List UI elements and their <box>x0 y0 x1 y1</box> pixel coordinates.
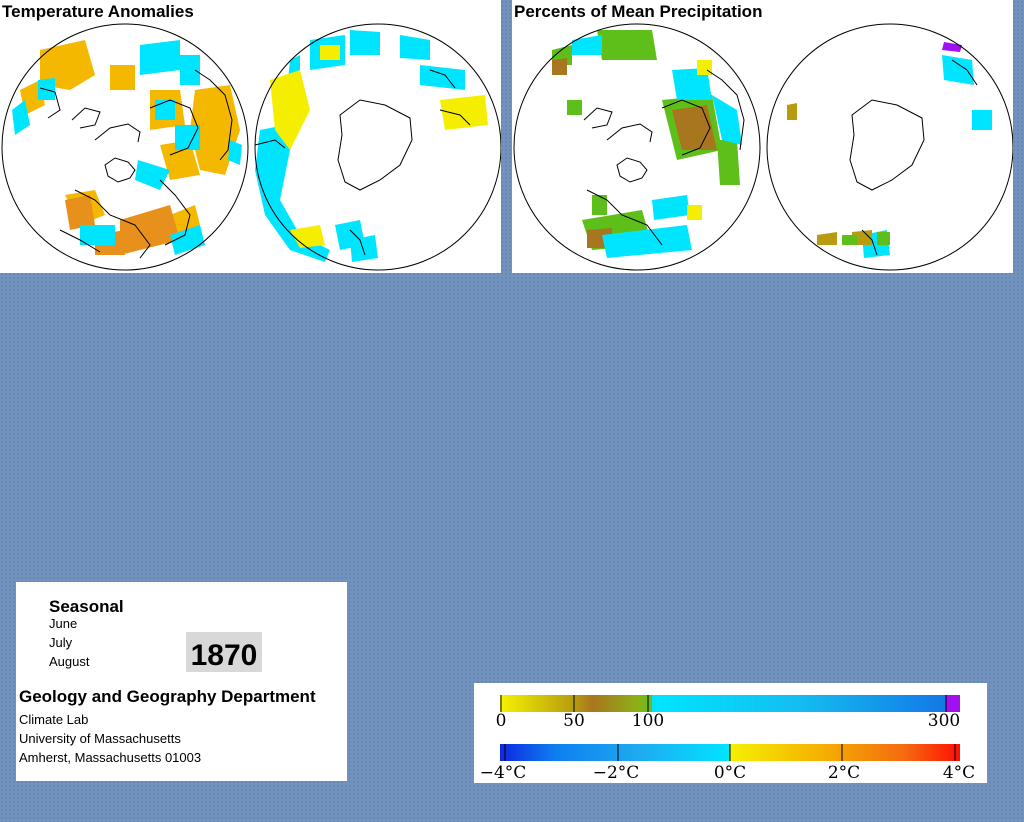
info-box: Seasonal June July August 1870 Geology a… <box>16 582 347 781</box>
temperature-north-hemisphere-map <box>1 23 249 271</box>
precipitation-panel: Percents of Mean Precipitation <box>512 0 1013 273</box>
temperature-anomalies-panel: Temperature Anomalies <box>0 0 501 273</box>
temperature-maps <box>1 23 501 271</box>
month-label: June <box>49 616 78 631</box>
precipitation-tick-label: 0 <box>496 711 507 731</box>
temperature-scale: −4°C −2°C 0°C 2°C 4°C <box>480 744 975 783</box>
department-name: Geology and Geography Department <box>19 687 316 706</box>
precipitation-tick-label: 100 <box>632 711 664 731</box>
university-name: University of Massachusetts <box>19 731 181 746</box>
temperature-tick-label: 2°C <box>828 763 860 783</box>
color-scale-legend: 0 50 100 300 −4°C −2°C 0°C 2°C 4°C <box>474 683 987 783</box>
temperature-tick-label: −2°C <box>593 763 640 783</box>
precipitation-maps <box>513 23 1013 271</box>
year-display: 1870 <box>186 632 262 672</box>
temperature-tick-label: 0°C <box>714 763 746 783</box>
temperature-tick-label: −4°C <box>480 763 527 783</box>
precipitation-color-bar <box>500 695 960 712</box>
temperature-tick-label: 4°C <box>943 763 975 783</box>
precipitation-north-hemisphere-map <box>513 23 761 271</box>
precipitation-tick-label: 300 <box>928 711 960 731</box>
lab-name: Climate Lab <box>19 712 89 727</box>
address: Amherst, Massachusetts 01003 <box>19 750 202 765</box>
temperature-panel-title: Temperature Anomalies <box>0 0 196 23</box>
precipitation-panel-title: Percents of Mean Precipitation <box>512 0 765 23</box>
precipitation-tick-label: 50 <box>563 711 585 731</box>
month-label: July <box>49 635 73 650</box>
season-label: Seasonal <box>49 597 124 616</box>
precipitation-scale: 0 50 100 300 <box>496 695 960 731</box>
precipitation-south-hemisphere-map <box>766 23 1013 271</box>
month-label: August <box>49 654 90 669</box>
temperature-south-hemisphere-map <box>254 23 501 271</box>
